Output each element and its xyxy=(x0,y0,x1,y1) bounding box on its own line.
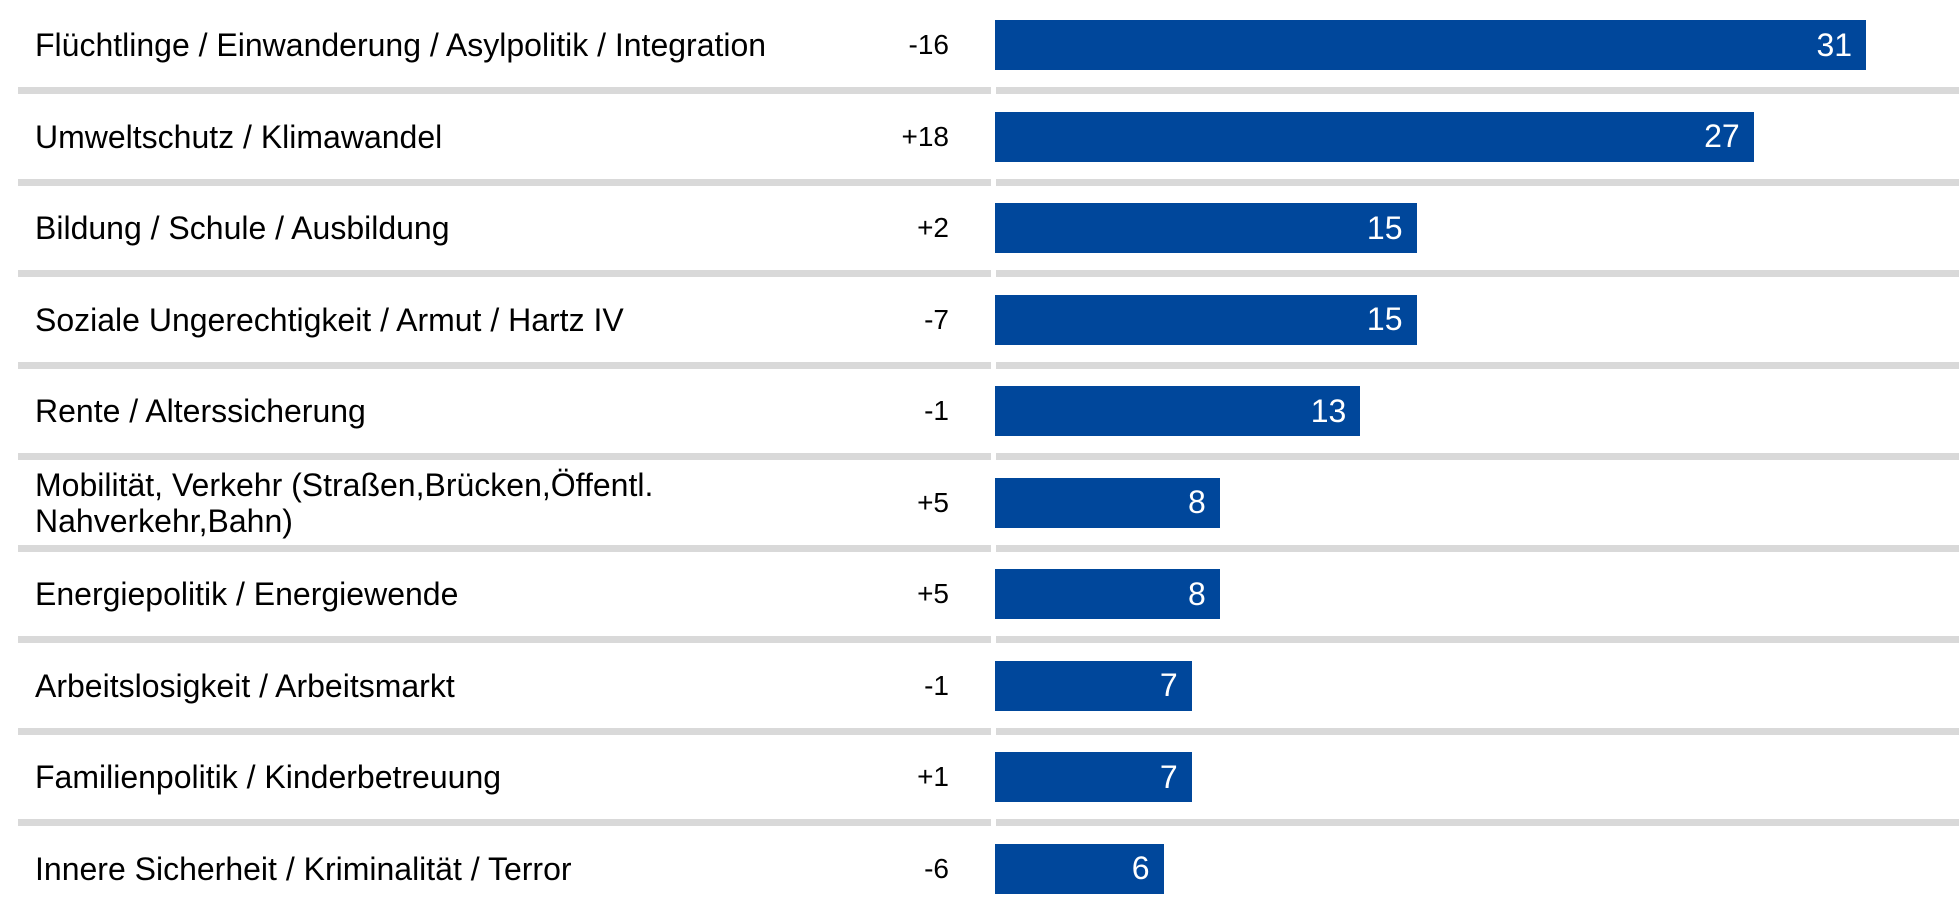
bar: 7 xyxy=(995,660,1192,711)
value-label: 6 xyxy=(1131,850,1150,886)
category-label: Arbeitslosigkeit / Arbeitsmarkt xyxy=(35,667,455,704)
value-label: 7 xyxy=(1159,667,1178,703)
bar: 15 xyxy=(995,203,1417,253)
change-label: +18 xyxy=(901,120,950,152)
change-label: -16 xyxy=(908,29,949,60)
value-label: 27 xyxy=(1704,118,1740,154)
value-label: 8 xyxy=(1188,484,1206,520)
row-separator xyxy=(996,819,1959,827)
change-label: +1 xyxy=(917,761,949,792)
change-label: +5 xyxy=(917,486,949,518)
category-label: Rente / Alterssicherung xyxy=(35,393,366,429)
row-separator xyxy=(18,727,991,735)
category-label: Energiepolitik / Energiewende xyxy=(35,576,459,612)
bar: 7 xyxy=(995,752,1192,802)
row-separator xyxy=(18,819,991,827)
bar: 6 xyxy=(995,843,1164,894)
row-separator xyxy=(996,361,1959,369)
category-label: Familienpolitik / Kinderbetreuung xyxy=(35,759,502,795)
row-separator xyxy=(996,87,1959,95)
category-label: Bildung / Schule / Ausbildung xyxy=(35,210,450,246)
category-label: Soziale Ungerechtigkeit / Armut / Hartz … xyxy=(35,301,624,338)
bar: 13 xyxy=(995,386,1361,436)
row-separator xyxy=(18,636,991,644)
bar: 31 xyxy=(995,20,1867,70)
row-separator xyxy=(996,453,1959,461)
row-separator xyxy=(996,178,1959,186)
value-label: 15 xyxy=(1366,301,1403,337)
row-separator xyxy=(996,544,1959,552)
category-label: Flüchtlinge / Einwanderung / Asylpolitik… xyxy=(35,27,767,63)
row-separator xyxy=(996,636,1959,644)
change-label: -1 xyxy=(924,395,949,426)
row-separator xyxy=(18,178,991,186)
category-label: Innere Sicherheit / Kriminalität / Terro… xyxy=(35,850,572,887)
change-label: -1 xyxy=(924,669,949,701)
change-label: +2 xyxy=(917,212,949,243)
category-label: Mobilität, Verkehr (Straßen,Brücken,Öffe… xyxy=(35,466,654,539)
value-label: 31 xyxy=(1816,26,1853,63)
row-separator xyxy=(18,270,991,278)
category-label: Umweltschutz / Klimawandel xyxy=(35,118,443,155)
bar: 8 xyxy=(995,477,1220,528)
row-separator xyxy=(18,361,991,369)
row-separator xyxy=(18,544,991,552)
row-separator xyxy=(18,87,991,95)
bar: 8 xyxy=(995,569,1220,619)
value-label: 13 xyxy=(1310,392,1347,429)
bar: 27 xyxy=(995,111,1754,162)
value-label: 7 xyxy=(1159,758,1178,795)
page: Flüchtlinge / Einwanderung / Asylpolitik… xyxy=(18,20,1959,894)
row-separator xyxy=(18,453,991,461)
bar: 15 xyxy=(995,294,1417,345)
row-separator xyxy=(996,270,1959,278)
change-label: +5 xyxy=(917,578,949,609)
value-label: 8 xyxy=(1188,575,1206,612)
change-label: -7 xyxy=(924,303,949,335)
change-label: -6 xyxy=(924,852,949,884)
value-label: 15 xyxy=(1366,209,1403,246)
row-separator xyxy=(996,727,1959,735)
